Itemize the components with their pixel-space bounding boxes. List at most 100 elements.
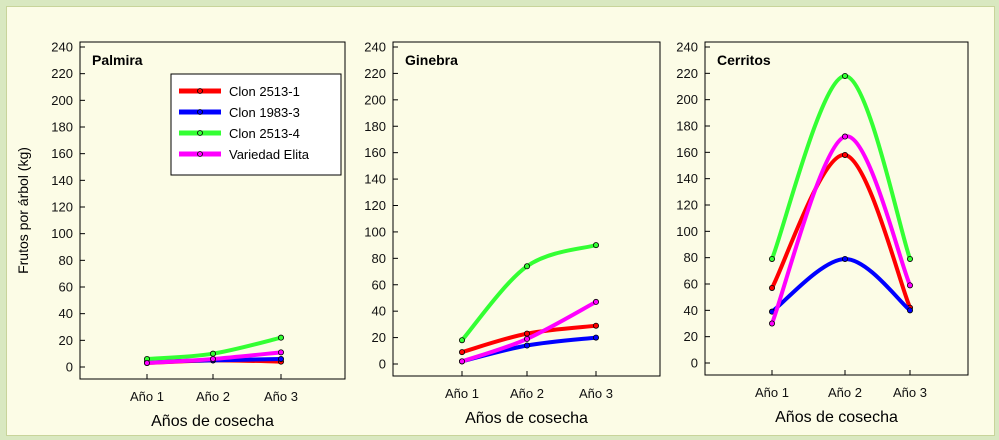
data-point <box>842 133 849 140</box>
y-tick-label: 40 <box>59 306 73 321</box>
panel-title: Ginebra <box>405 52 458 68</box>
legend-marker <box>197 109 203 115</box>
y-tick-label: 200 <box>51 93 73 108</box>
data-point <box>277 349 284 356</box>
data-point <box>524 263 531 270</box>
x-tick-label: Año 2 <box>510 386 544 401</box>
legend-label: Clon 2513-1 <box>229 84 300 99</box>
y-tick-label: 20 <box>372 330 386 345</box>
data-point <box>593 322 600 329</box>
y-tick-label: 60 <box>372 277 386 292</box>
data-point <box>458 337 465 344</box>
data-point <box>209 355 216 362</box>
y-tick-label: 200 <box>364 92 386 107</box>
panel-palmira: 0 20 40 60 80 100 120 140 160 180 200 220 240 Año 1 Añ… <box>15 40 346 430</box>
y-tick-label: 180 <box>51 120 73 135</box>
y-tick-label: 40 <box>372 304 386 319</box>
y-tick-label: 100 <box>51 226 73 241</box>
x-tick-label: Año 2 <box>828 385 862 400</box>
y-tick-label: 100 <box>364 224 386 239</box>
legend-label: Variedad Elita <box>229 147 310 162</box>
y-tick-label: 160 <box>51 146 73 161</box>
x-tick-label: Año 1 <box>755 385 789 400</box>
x-tick-label: Año 3 <box>264 389 298 404</box>
data-point <box>458 358 465 365</box>
data-point <box>458 349 465 356</box>
y-tick-label: 160 <box>676 145 698 160</box>
legend: Clon 2513-1 Clon 1983-3 Clon 2513-4 Varieda… <box>170 73 342 176</box>
plot-frame <box>704 41 969 376</box>
data-point <box>277 334 284 341</box>
x-tick-label: Año 1 <box>445 386 479 401</box>
data-point <box>769 320 776 327</box>
panel-title: Palmira <box>92 52 143 68</box>
x-axis-label: Años de cosecha <box>151 413 274 430</box>
x-tick-label: Año 3 <box>893 385 927 400</box>
y-tick-label: 60 <box>59 280 73 295</box>
legend-marker <box>197 151 203 157</box>
data-point <box>842 72 849 79</box>
series-line <box>460 335 598 364</box>
data-point <box>143 359 150 366</box>
data-point <box>593 334 600 341</box>
data-point <box>209 350 216 357</box>
data-point <box>593 298 600 305</box>
y-axis-label: Frutos por árbol (kg) <box>15 147 31 274</box>
y-tick-label: 20 <box>59 333 73 348</box>
y-tick-label: 180 <box>676 119 698 134</box>
y-tick-label: 140 <box>676 171 698 186</box>
data-point <box>907 282 914 289</box>
plot-frame <box>392 41 661 377</box>
series-line <box>770 73 912 261</box>
panel-ginebra: 0 20 40 60 80 100 120 140 160 180 200 220 240 Año 1 Añ… <box>364 40 661 427</box>
y-tick-label: 80 <box>684 250 698 265</box>
legend-marker <box>197 130 203 136</box>
y-tick-label: 80 <box>372 251 386 266</box>
panel-cerritos: 0 20 40 60 80 100 120 140 160 180 200 220 240 Año 1 Añ… <box>676 40 969 426</box>
legend-label: Clon 1983-3 <box>229 105 300 120</box>
y-tick-label: 240 <box>676 40 698 55</box>
y-tick-label: 220 <box>51 66 73 81</box>
y-tick-label: 60 <box>684 277 698 292</box>
y-tick-label: 20 <box>684 329 698 344</box>
series-line <box>770 256 912 314</box>
y-tick-label: 140 <box>51 173 73 188</box>
y-tick-label: 0 <box>66 360 73 375</box>
data-point <box>769 284 776 291</box>
data-point <box>593 242 600 249</box>
y-tick-label: 0 <box>379 357 386 372</box>
panel-title: Cerritos <box>717 52 771 68</box>
legend-marker <box>197 88 203 94</box>
x-tick-label: Año 2 <box>196 389 230 404</box>
x-axis-label: Años de cosecha <box>465 410 588 427</box>
y-tick-label: 140 <box>364 172 386 187</box>
y-tick-label: 0 <box>691 356 698 371</box>
y-tick-label: 240 <box>51 40 73 55</box>
y-tick-label: 160 <box>364 145 386 160</box>
data-point <box>524 330 531 337</box>
x-tick-label: Año 1 <box>130 389 164 404</box>
y-tick-label: 200 <box>676 92 698 107</box>
y-tick-label: 220 <box>364 66 386 81</box>
y-tick-label: 180 <box>364 119 386 134</box>
data-point <box>842 151 849 158</box>
y-tick-label: 120 <box>364 198 386 213</box>
data-point <box>769 255 776 262</box>
y-tick-label: 100 <box>676 224 698 239</box>
data-point <box>907 307 914 314</box>
y-tick-label: 240 <box>364 40 386 55</box>
x-tick-label: Año 3 <box>579 386 613 401</box>
y-tick-label: 120 <box>51 200 73 215</box>
data-point <box>524 342 531 349</box>
y-tick-label: 80 <box>59 253 73 268</box>
x-axis-label: Años de cosecha <box>775 409 898 426</box>
y-tick-label: 220 <box>676 66 698 81</box>
data-point <box>842 255 849 262</box>
y-tick-label: 120 <box>676 198 698 213</box>
y-tick-label: 40 <box>684 303 698 318</box>
data-point <box>277 355 284 362</box>
data-point <box>907 255 914 262</box>
legend-label: Clon 2513-4 <box>229 126 300 141</box>
data-point <box>524 335 531 342</box>
